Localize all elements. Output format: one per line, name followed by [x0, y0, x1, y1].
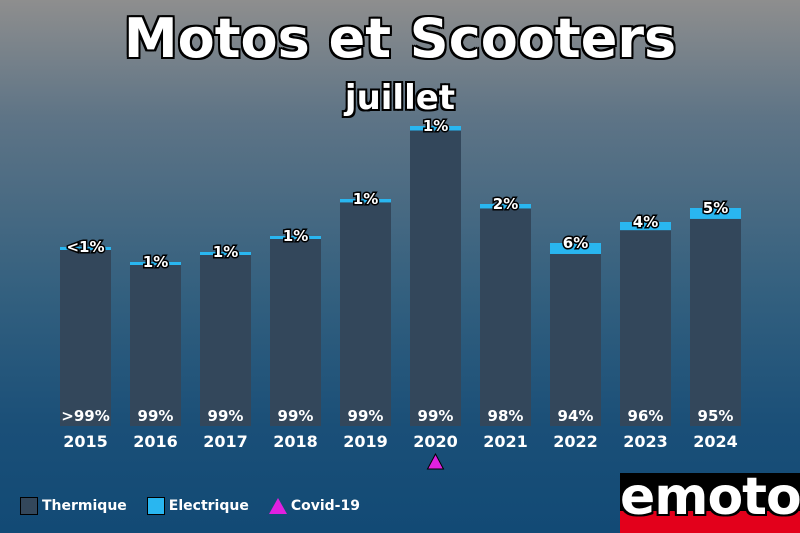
legend-swatch-electrique: [146, 497, 165, 515]
bar-electrique-2021: [480, 204, 531, 209]
legend-label-thermique: Thermique: [42, 498, 127, 514]
legend-label-covid: Covid-19: [290, 498, 360, 514]
covid-marker-2020: [426, 452, 445, 470]
label-thermique-2022: 94%: [558, 407, 594, 425]
legend: Thermique Electrique Covid-19: [20, 495, 380, 517]
bar-thermique-2019: [340, 202, 391, 426]
label-electrique-2016: 1%: [143, 253, 168, 271]
bar-thermique-2017: [200, 255, 251, 426]
label-thermique-2023: 96%: [628, 407, 664, 425]
legend-item-thermique: Thermique: [20, 497, 127, 515]
label-thermique-2021: 98%: [488, 407, 524, 425]
bar-electrique-2023: [620, 222, 671, 231]
bar-electrique-2024: [690, 208, 741, 219]
bar-electrique-2022: [550, 243, 601, 254]
chart-title: Motos et Scooters: [123, 7, 677, 70]
x-tick-2015: 2015: [63, 432, 108, 451]
chart-subtitle: juillet: [344, 78, 456, 118]
bar-electrique-2019: [340, 199, 391, 203]
x-tick-2021: 2021: [483, 432, 528, 451]
bar-thermique-2015: [60, 250, 111, 426]
label-electrique-2024: 5%: [703, 199, 728, 217]
bar-thermique-2018: [270, 239, 321, 426]
label-electrique-2015: <1%: [66, 238, 104, 256]
x-tick-2022: 2022: [553, 432, 598, 451]
x-tick-2019: 2019: [343, 432, 388, 451]
label-thermique-2016: 99%: [138, 407, 174, 425]
x-tick-2020: 2020: [413, 432, 458, 451]
x-tick-2018: 2018: [273, 432, 318, 451]
label-thermique-2017: 99%: [208, 407, 244, 425]
label-thermique-2024: 95%: [698, 407, 734, 425]
label-electrique-2019: 1%: [353, 190, 378, 208]
label-electrique-2020: 1%: [423, 117, 448, 135]
bar-thermique-2021: [480, 208, 531, 426]
bar-chart: <1% >99% 2015 1% 99% 2016 1% 99% 2017 1% 99% 2018 1%…: [60, 116, 741, 470]
legend-swatch-thermique: [20, 497, 38, 515]
bar-thermique-2023: [620, 230, 671, 426]
label-thermique-2020: 99%: [418, 407, 454, 425]
bar-thermique-2020: [410, 130, 461, 426]
x-tick-2016: 2016: [133, 432, 178, 451]
label-electrique-2018: 1%: [283, 227, 308, 245]
legend-label-electrique: Electrique: [168, 498, 249, 514]
logo-red-band: [620, 511, 800, 533]
bar-thermique-2022: [550, 253, 601, 426]
label-electrique-2022: 6%: [563, 234, 588, 252]
legend-triangle-icon: [268, 498, 287, 514]
label-thermique-2019: 99%: [348, 407, 384, 425]
bar-thermique-2024: [690, 218, 741, 426]
bar-electrique-2015: [60, 247, 111, 250]
bar-electrique-2018: [270, 236, 321, 239]
label-electrique-2021: 2%: [493, 195, 518, 213]
legend-item-covid: Covid-19: [268, 498, 360, 514]
bar-thermique-2016: [130, 265, 181, 426]
bar-electrique-2016: [130, 262, 181, 265]
legend-item-electrique: Electrique: [146, 497, 249, 515]
bar-electrique-2017: [200, 252, 251, 255]
logo-text: emoto: [620, 473, 800, 527]
label-thermique-2018: 99%: [278, 407, 314, 425]
label-thermique-2015: >99%: [61, 407, 109, 425]
x-tick-2017: 2017: [203, 432, 248, 451]
x-tick-2024: 2024: [693, 432, 738, 451]
x-tick-2023: 2023: [623, 432, 668, 451]
label-electrique-2023: 4%: [633, 213, 658, 231]
bar-electrique-2020: [410, 126, 461, 131]
label-electrique-2017: 1%: [213, 243, 238, 261]
emoto-logo[interactable]: emoto: [620, 473, 800, 533]
